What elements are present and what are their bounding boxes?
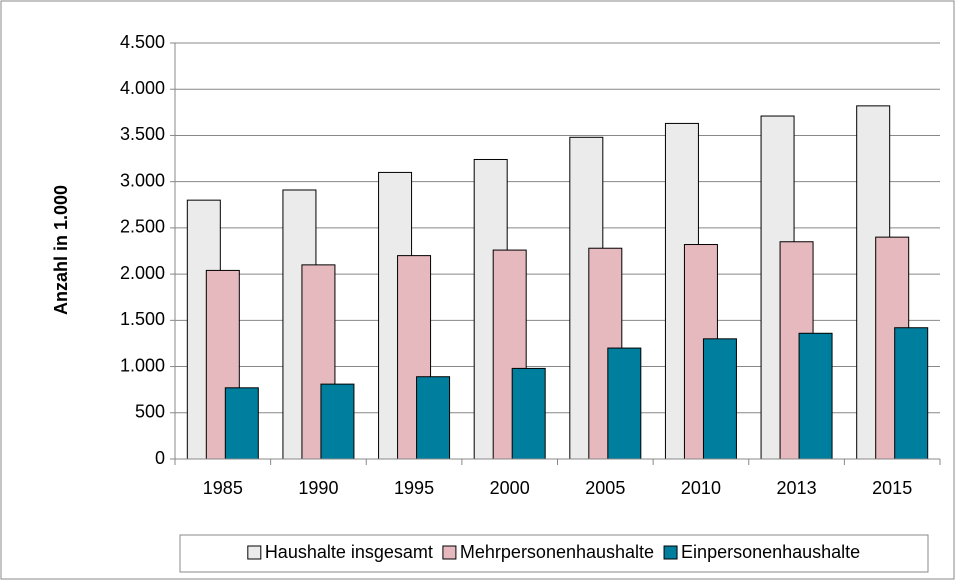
legend-box <box>179 534 929 573</box>
bar <box>894 327 929 460</box>
x-tick-label: 2000 <box>490 478 530 498</box>
y-tick-label: 1.000 <box>120 355 165 375</box>
bar <box>511 367 546 460</box>
bar <box>224 387 259 460</box>
legend-swatch <box>247 545 262 560</box>
x-tick-label: 1995 <box>394 478 434 498</box>
y-tick-label: 2.000 <box>120 263 165 283</box>
bar <box>607 347 642 460</box>
legend-swatch <box>442 545 457 560</box>
y-tick-label: 4.500 <box>120 32 165 52</box>
x-tick-label: 1990 <box>298 478 338 498</box>
legend-label: Einpersonenhaushalte <box>681 542 860 562</box>
y-tick-label: 3.000 <box>120 170 165 190</box>
y-tick-label: 3.500 <box>120 124 165 144</box>
bar <box>320 383 355 460</box>
y-tick-label: 2.500 <box>120 217 165 237</box>
bar <box>798 332 833 460</box>
x-tick-label: 2013 <box>777 478 817 498</box>
x-tick-label: 1985 <box>203 478 243 498</box>
legend-label: Haushalte insgesamt <box>265 542 433 562</box>
legend-swatch <box>663 545 678 560</box>
x-tick-label: 2005 <box>585 478 625 498</box>
y-tick-label: 500 <box>135 402 165 422</box>
y-tick-label: 1.500 <box>120 309 165 329</box>
y-tick-label: 4.000 <box>120 78 165 98</box>
legend-label: Mehrpersonenhaushalte <box>460 542 654 562</box>
bar <box>702 338 737 460</box>
x-tick-label: 2015 <box>872 478 912 498</box>
y-axis-label: Anzahl in 1.000 <box>51 185 71 315</box>
x-tick-label: 2010 <box>681 478 721 498</box>
y-tick-label: 0 <box>155 448 165 468</box>
bar <box>416 376 451 460</box>
